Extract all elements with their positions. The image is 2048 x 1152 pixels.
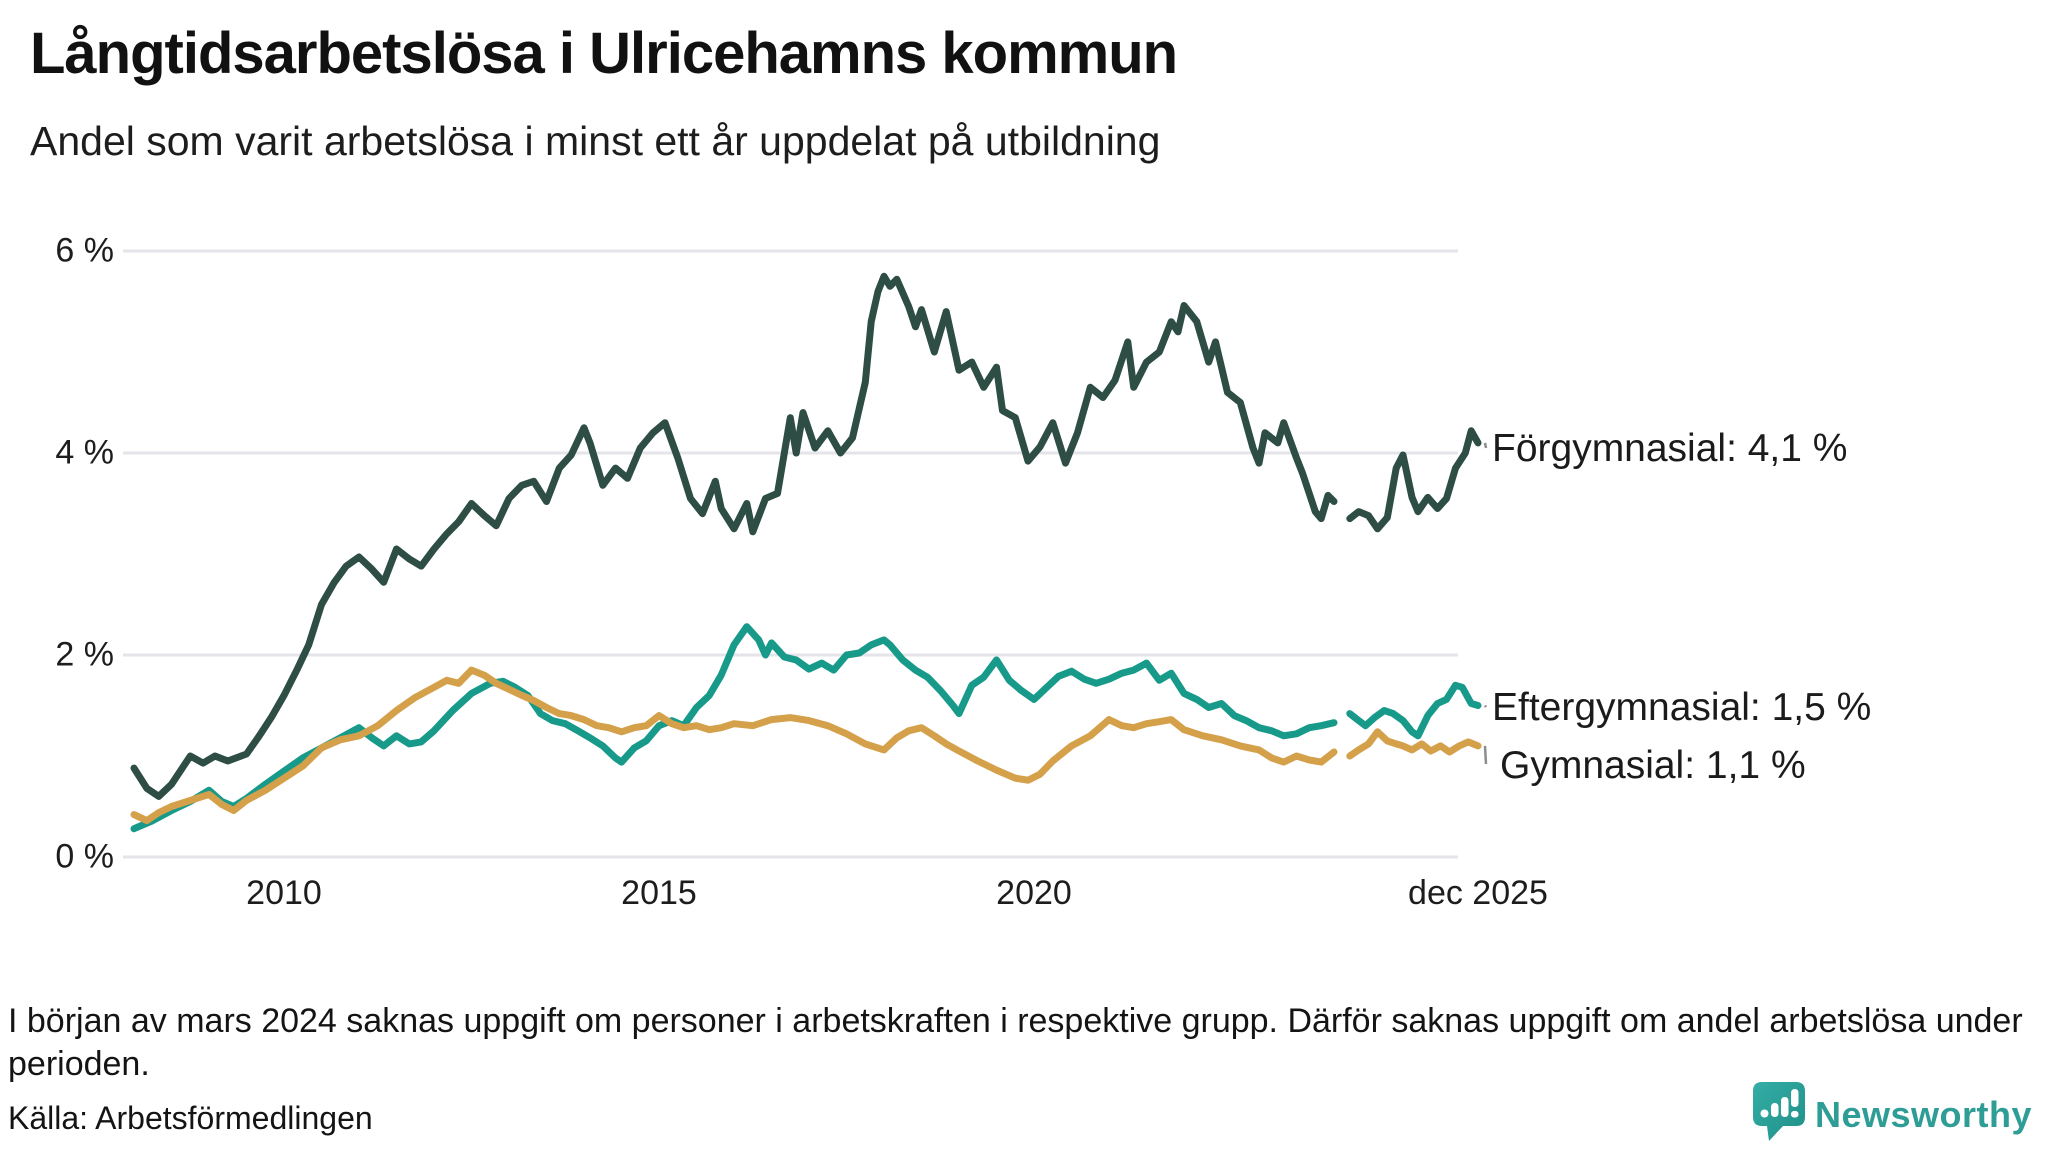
y-tick-0: 0 % bbox=[55, 837, 114, 876]
y-tick-6: 6 % bbox=[55, 231, 114, 270]
series-label-eftergymnasial: Eftergymnasial: 1,5 % bbox=[1492, 686, 1872, 729]
label-connector-eftergymnasial bbox=[1483, 704, 1488, 708]
series-label-gymnasial: Gymnasial: 1,1 % bbox=[1500, 744, 1806, 787]
x-tick-2020: 2020 bbox=[996, 874, 1072, 912]
line-gymnasial-seg1 bbox=[130, 666, 1338, 825]
line-gymnasial-seg2 bbox=[1346, 728, 1482, 760]
page-title: Långtidsarbetslösa i Ulricehamns kommun bbox=[30, 21, 1178, 86]
x-tick-2015: 2015 bbox=[621, 874, 697, 912]
y-tick-2: 2 % bbox=[55, 635, 114, 674]
label-connector-forgymnasial bbox=[1483, 442, 1488, 449]
line-eftergymnasial-seg1 bbox=[130, 623, 1338, 833]
label-connector-gymnasial bbox=[1483, 745, 1488, 765]
source-line: Källa: Arbetsförmedlingen bbox=[8, 1100, 373, 1136]
newsworthy-logo-text: Newsworthy bbox=[1814, 1093, 2032, 1135]
x-tick-2010: 2010 bbox=[246, 874, 322, 912]
newsworthy-logo: Newsworthy bbox=[1752, 1082, 2032, 1147]
line-forgymnasial-seg2 bbox=[1346, 427, 1482, 533]
newsworthy-logo-icon bbox=[1752, 1082, 1805, 1147]
line-forgymnasial-seg1 bbox=[130, 272, 1338, 800]
line-eftergymnasial-seg2 bbox=[1346, 681, 1482, 740]
footnote: I början av mars 2024 saknas uppgift om … bbox=[8, 1002, 2023, 1083]
chart-subtitle: Andel som varit arbetslösa i minst ett å… bbox=[30, 118, 1161, 164]
x-tick-dec-2025: dec 2025 bbox=[1408, 874, 1548, 912]
series-label-forgymnasial: Förgymnasial: 4,1 % bbox=[1492, 427, 1848, 470]
y-tick-4: 4 % bbox=[55, 433, 114, 472]
